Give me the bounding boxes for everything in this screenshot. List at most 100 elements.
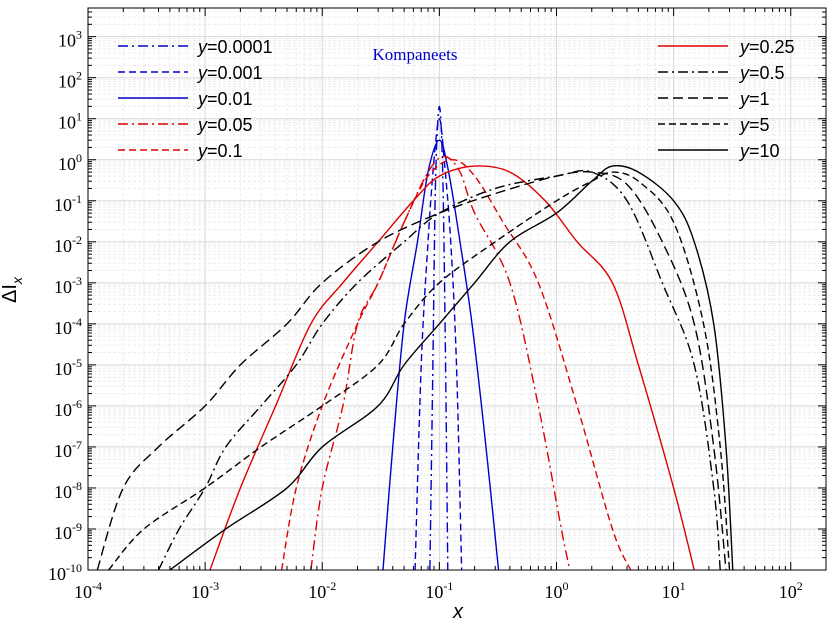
legend-label: y=0.1 (196, 141, 243, 161)
y-tick-label: 101 (58, 110, 82, 133)
y-tick-label-exp: -5 (72, 356, 82, 370)
y-tick-label-base: 10 (58, 113, 76, 133)
y-tick-label-exp: 1 (76, 110, 82, 124)
y-tick-label-exp: 0 (76, 151, 82, 165)
y-tick-label: 10-1 (54, 192, 82, 215)
legend-label-value: =0.001 (207, 63, 263, 83)
y-tick-label: 100 (58, 151, 82, 174)
y-axis-title-sub: x (9, 276, 25, 285)
legend-label-var: y (738, 63, 750, 83)
y-tick-label-exp: -7 (72, 438, 82, 452)
y-tick-label: 10-6 (54, 397, 82, 420)
x-tick-label-exp: 0 (562, 579, 568, 593)
y-tick-label: 10-9 (54, 520, 82, 543)
y-tick-label-exp: -6 (72, 397, 82, 411)
x-tick-label-base: 10 (425, 582, 443, 602)
y-tick-label: 10-4 (54, 315, 82, 338)
y-tick-label-base: 10 (54, 523, 72, 543)
y-tick-label-exp: -3 (72, 274, 82, 288)
legend-label-value: =5 (749, 115, 770, 135)
legend-label-var: y (196, 141, 208, 161)
grid-minor (88, 7, 827, 570)
series-line (169, 164, 734, 570)
x-tick-label: 10-1 (425, 579, 453, 602)
y-tick-label: 10-3 (54, 274, 82, 297)
y-tick-label: 10-7 (54, 438, 82, 461)
y-tick-label-base: 10 (54, 318, 72, 338)
y-tick-label-exp: -2 (72, 233, 82, 247)
y-tick-label: 10-5 (54, 356, 82, 379)
y-tick-label-exp: -8 (72, 479, 82, 493)
y-tick-label-base: 10 (54, 441, 72, 461)
legend-label: y=1 (738, 89, 770, 109)
y-tick-label-base: 10 (58, 154, 76, 174)
x-tick-label: 10-4 (74, 579, 102, 602)
series-line (429, 105, 449, 570)
y-tick-label: 10-10 (48, 561, 82, 584)
y-tick-label-exp: -1 (72, 192, 82, 206)
series-layer (96, 105, 734, 570)
legend-label-value: =10 (749, 141, 780, 161)
x-tick-label-base: 10 (74, 582, 92, 602)
legend-label-var: y (738, 115, 750, 135)
legend-label-var: y (738, 89, 750, 109)
series-line (382, 139, 500, 570)
y-tick-label-base: 10 (54, 277, 72, 297)
legend-label-value: =1 (749, 89, 770, 109)
x-tick-label-exp: -4 (92, 579, 102, 593)
legend-label-var: y (196, 115, 208, 135)
x-tick-label-exp: -1 (443, 579, 453, 593)
y-tick-label-base: 10 (54, 236, 72, 256)
y-tick-label-exp: 2 (76, 69, 82, 83)
series-line (157, 169, 721, 570)
legend-label-value: =0.1 (207, 141, 243, 161)
y-tick-label: 102 (58, 69, 82, 92)
y-axis-title-main: ΔI (0, 284, 21, 303)
series-line (310, 155, 571, 570)
legend-label: y=0.05 (196, 115, 253, 135)
y-tick-label-base: 10 (54, 195, 72, 215)
legend-label: y=10 (738, 141, 780, 161)
y-tick-label-exp: -9 (72, 520, 82, 534)
y-axis-title: ΔIx (0, 276, 25, 303)
legend-label-var: y (738, 37, 750, 57)
legend-right: y=0.25y=0.5y=1y=5y=10 (658, 37, 795, 161)
legend-label: y=0.0001 (196, 37, 273, 57)
y-tick-label-base: 10 (54, 400, 72, 420)
y-tick-label-base: 10 (58, 31, 76, 51)
y-tick-label-base: 10 (54, 359, 72, 379)
y-tick-label-exp: 3 (76, 28, 82, 42)
y-tick-label-exp: -4 (72, 315, 82, 329)
x-tick-label-exp: -3 (209, 579, 219, 593)
series-line (209, 165, 695, 570)
legend-label: y=0.01 (196, 89, 253, 109)
legend-label-var: y (196, 63, 208, 83)
y-tick-label-base: 10 (48, 564, 66, 584)
series-line (108, 171, 731, 570)
x-tick-label-exp: 2 (797, 579, 803, 593)
x-tick-label-base: 10 (308, 582, 326, 602)
axis-ticks (87, 7, 827, 571)
y-tick-label: 10-8 (54, 479, 82, 502)
legend-label: y=0.5 (738, 63, 785, 83)
x-tick-label-exp: -2 (326, 579, 336, 593)
legend-label-value: =0.0001 (207, 37, 273, 57)
legend-label-var: y (738, 141, 750, 161)
x-tick-label-base: 10 (544, 582, 562, 602)
y-tick-label-base: 10 (54, 482, 72, 502)
x-tick-label: 10-2 (308, 579, 336, 602)
series-line (280, 159, 632, 570)
x-tick-label: 100 (544, 579, 568, 602)
x-tick-label: 101 (662, 579, 686, 602)
series-line (96, 170, 727, 570)
annotation-kompaneets: Kompaneets (373, 45, 458, 64)
series-line (414, 118, 463, 570)
legend-label-var: y (196, 37, 208, 57)
x-axis-title: x (452, 601, 464, 623)
legend-label-value: =0.25 (749, 37, 795, 57)
x-tick-labels: 10-4 10-3 10-2 10-1 100 101 102 (74, 579, 803, 602)
x-tick-label-exp: 1 (680, 579, 686, 593)
x-tick-label-base: 10 (662, 582, 680, 602)
y-tick-label-exp: -10 (66, 561, 82, 575)
x-tick-label-base: 10 (779, 582, 797, 602)
